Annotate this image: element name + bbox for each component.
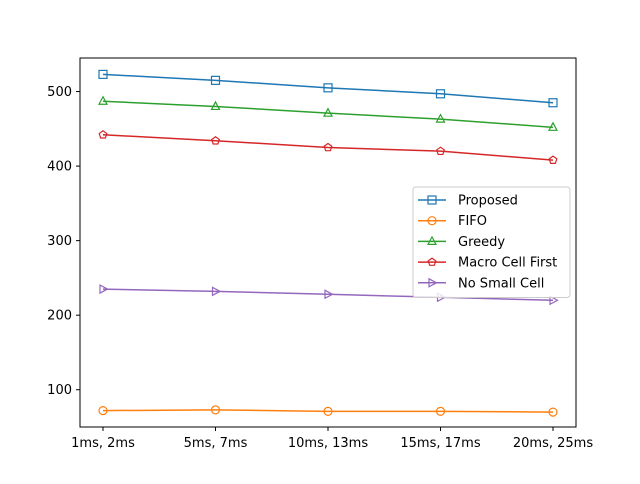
data-point-macro-cell-first — [98, 130, 108, 139]
series-macro-cell-first — [98, 130, 558, 164]
data-point-fifo — [210, 405, 221, 415]
legend-marker-fifo — [427, 216, 437, 226]
data-point-proposed — [98, 69, 108, 80]
data-point-greedy — [435, 113, 446, 123]
series-greedy — [98, 95, 558, 131]
x-tick-label: 5ms, 7ms — [184, 436, 248, 451]
y-tick-label: 100 — [47, 383, 72, 398]
data-point-greedy — [98, 95, 108, 105]
x-tick-label: 10ms, 13ms — [288, 436, 368, 451]
data-point-fifo — [548, 407, 558, 417]
data-point-macro-cell-first — [210, 136, 221, 145]
data-point-no-small-cell — [324, 289, 334, 300]
series-line-macro-cell-first — [102, 134, 554, 161]
legend-frame — [412, 186, 571, 298]
data-point-no-small-cell — [549, 295, 559, 306]
legend-marker-macro-cell-first — [427, 257, 437, 266]
data-point-macro-cell-first — [323, 142, 333, 152]
data-point-no-small-cell — [211, 286, 222, 297]
legend-label-macro-cell-first: Macro Cell First — [458, 256, 557, 271]
legend-label-no-small-cell: No Small Cell — [458, 276, 544, 291]
data-point-greedy — [323, 107, 333, 117]
axes: 100 200 300 400 500 1ms, 2ms 5ms, 7ms 10ms, 13m… — [47, 57, 593, 451]
data-point-fifo — [323, 406, 333, 416]
series-fifo — [98, 405, 558, 417]
data-point-macro-cell-first — [548, 155, 558, 164]
y-tick-label: 400 — [47, 160, 72, 175]
data-point-fifo — [435, 406, 446, 416]
data-point-greedy — [548, 121, 558, 131]
y-tick-label: 500 — [47, 85, 72, 100]
legend-marker-no-small-cell — [428, 277, 438, 288]
x-tick-label: 20ms, 25ms — [513, 436, 593, 451]
x-tick-label: 1ms, 2ms — [71, 436, 135, 451]
data-point-proposed — [323, 83, 333, 93]
legend-marker-greedy — [427, 235, 437, 245]
y-tick-label: 200 — [47, 309, 72, 324]
data-point-greedy — [210, 100, 221, 111]
y-tick-label: 300 — [47, 234, 72, 249]
legend-label-fifo: FIFO — [458, 214, 487, 229]
data-point-no-small-cell — [99, 284, 109, 295]
series-line-no-small-cell — [102, 288, 554, 302]
data-point-proposed — [548, 98, 558, 108]
series-line-proposed — [102, 73, 554, 104]
series-group — [98, 69, 559, 417]
data-point-fifo — [98, 406, 108, 416]
legend: Proposed FIFO Greedy Macro Cell First No Sma… — [412, 186, 571, 298]
legend-label-greedy: Greedy — [458, 235, 505, 250]
series-line-greedy — [102, 100, 554, 129]
data-point-proposed — [435, 89, 446, 99]
x-tick-label: 15ms, 17ms — [400, 436, 480, 451]
series-proposed — [98, 69, 558, 108]
legend-marker-proposed — [427, 195, 437, 205]
legend-label-proposed: Proposed — [458, 194, 518, 209]
data-point-proposed — [210, 75, 221, 85]
series-line-fifo — [102, 409, 554, 413]
data-point-macro-cell-first — [435, 146, 446, 156]
